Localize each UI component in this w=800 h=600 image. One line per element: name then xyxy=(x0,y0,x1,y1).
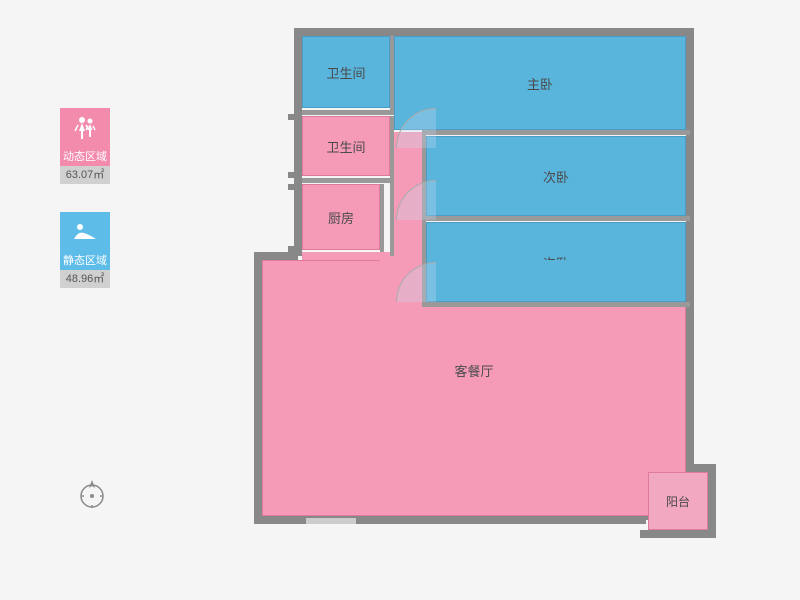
legend-panel: 动态区域 63.07㎡ 静态区域 48.96㎡ xyxy=(60,108,110,316)
room-label: 卫生间 xyxy=(326,63,365,82)
door-entrance xyxy=(306,518,356,524)
overlay-pink-strip xyxy=(302,252,390,260)
wall-inner xyxy=(390,116,394,256)
wall-outer xyxy=(708,464,716,538)
legend-static-label: 静态区域 xyxy=(60,252,110,270)
compass-icon xyxy=(76,478,108,510)
room-master-bedroom: 主卧 xyxy=(394,36,686,130)
floorplan: 卫生间 主卧 卫生间 厨房 次卧 次卧 客餐厅 阳台 xyxy=(258,24,738,582)
wall-notch xyxy=(288,114,296,120)
legend-dynamic-value: 63.07㎡ xyxy=(60,166,110,184)
room-bathroom-2: 卫生间 xyxy=(302,116,390,176)
overlay-bedroom3 xyxy=(426,260,686,302)
wall-outer xyxy=(294,28,694,36)
room-label: 卫生间 xyxy=(326,137,365,156)
room-label: 阳台 xyxy=(666,493,690,510)
wall-outer xyxy=(254,252,262,524)
wall-inner xyxy=(380,184,384,252)
door-arc xyxy=(396,180,436,220)
door-arc xyxy=(396,262,436,302)
room-bedroom-2: 次卧 xyxy=(426,136,686,216)
room-balcony: 阳台 xyxy=(648,472,708,530)
wall-inner xyxy=(302,178,394,183)
room-label: 主卧 xyxy=(527,74,553,93)
legend-dynamic: 动态区域 63.07㎡ xyxy=(60,108,110,184)
wall-outer xyxy=(686,28,694,470)
wall-notch xyxy=(288,172,296,178)
wall-inner xyxy=(422,216,690,221)
door-arc xyxy=(396,108,436,148)
room-label: 厨房 xyxy=(328,208,354,227)
legend-dynamic-label: 动态区域 xyxy=(60,148,110,166)
wall-outer xyxy=(640,530,716,538)
room-label: 次卧 xyxy=(543,167,569,186)
people-icon xyxy=(60,108,110,148)
wall-inner xyxy=(422,302,690,307)
room-bathroom-1: 卫生间 xyxy=(302,36,390,108)
room-label: 客餐厅 xyxy=(454,361,493,380)
wall-outer xyxy=(294,28,302,256)
wall-inner xyxy=(390,36,394,112)
wall-notch xyxy=(288,184,296,190)
legend-static-value: 48.96㎡ xyxy=(60,270,110,288)
rest-icon xyxy=(60,212,110,252)
legend-static: 静态区域 48.96㎡ xyxy=(60,212,110,288)
room-kitchen: 厨房 xyxy=(302,184,380,250)
wall-notch xyxy=(288,246,296,252)
wall-inner xyxy=(422,130,690,135)
wall-inner xyxy=(302,110,394,115)
